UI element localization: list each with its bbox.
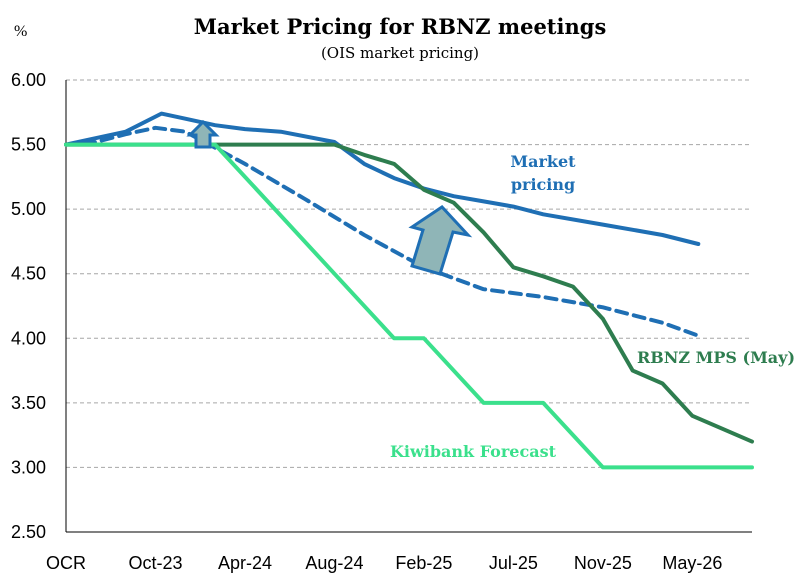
rbnz-mps-label: RBNZ MPS (May) [637, 348, 795, 367]
y-tick-label: 4.00 [11, 328, 46, 348]
y-tick-label: 2.50 [11, 522, 46, 542]
up-arrow-icon-large [408, 205, 473, 276]
series-line-kiwibank-forecast [64, 142, 754, 470]
y-tick-label: 3.00 [11, 457, 46, 477]
y-tick-labels: 2.50 3.00 3.50 4.00 4.50 5.00 5.50 6.00 [11, 70, 46, 542]
y-tick-label: 5.50 [11, 135, 46, 155]
annotation-arrows [186, 119, 473, 276]
x-tick-label: Nov-25 [574, 553, 632, 573]
x-tick-label: OCR [46, 553, 86, 573]
market-pricing-label-line2: pricing [511, 175, 575, 194]
series-lines [64, 111, 754, 470]
chart-subtitle: (OIS market pricing) [320, 44, 480, 62]
y-tick-label: 5.00 [11, 199, 46, 219]
x-tick-label: Oct-23 [128, 553, 182, 573]
axes [65, 80, 752, 533]
x-tick-label: Aug-24 [305, 553, 363, 573]
x-tick-label: Feb-25 [395, 553, 452, 573]
series-line-market-pricing [64, 111, 701, 246]
market-pricing-label-line1: Market [510, 152, 576, 171]
grid-lines [66, 79, 752, 468]
x-tick-label: May-26 [662, 553, 722, 573]
x-tick-label: Jul-25 [489, 553, 538, 573]
y-axis-unit: % [14, 23, 28, 40]
series-line-market-pricing-previous [64, 125, 701, 338]
y-tick-label: 4.50 [11, 264, 46, 284]
series-line-rbnz-mps-may [64, 142, 754, 444]
x-tick-labels: OCR Oct-23 Apr-24 Aug-24 Feb-25 Jul-25 Nov-25 M… [46, 553, 722, 573]
x-tick-label: Apr-24 [218, 553, 272, 573]
chart-title: Market Pricing for RBNZ meetings [193, 14, 607, 39]
y-tick-label: 6.00 [11, 70, 46, 90]
kiwibank-forecast-label: Kiwibank Forecast [390, 442, 557, 461]
y-tick-label: 3.50 [11, 393, 46, 413]
up-arrow-icon-small [186, 119, 220, 149]
series-labels: Market pricing RBNZ MPS (May) Kiwibank F… [390, 152, 795, 461]
